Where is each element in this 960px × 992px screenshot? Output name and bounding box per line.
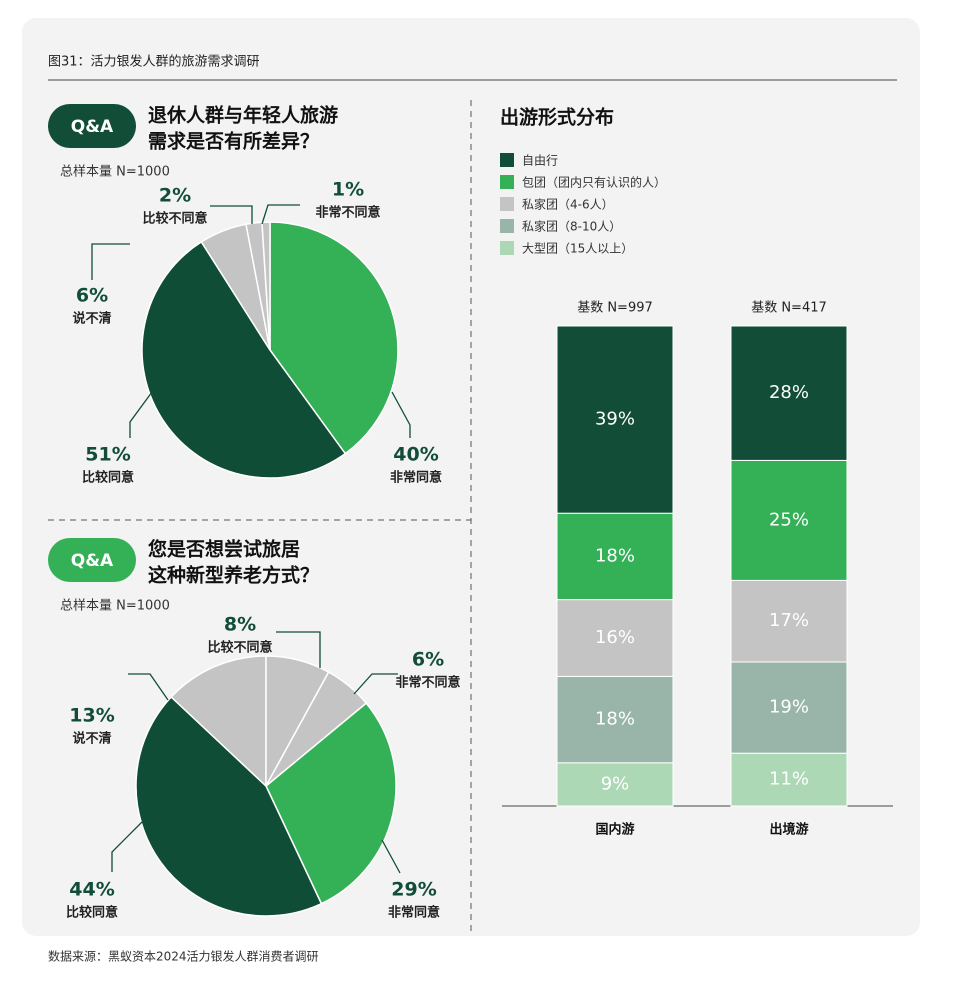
pie-slice [141, 240, 347, 479]
pie-slice [269, 221, 399, 455]
question-title: 需求是否有所差异？ [148, 130, 319, 153]
leader-line [210, 205, 253, 224]
slice-category-label: 说不清 [72, 731, 111, 747]
figure-title: 图31：活力银发人群的旅游需求调研 [48, 54, 260, 70]
leader-line [91, 243, 130, 280]
sample-size: 总样本量 N=1000 [60, 599, 170, 614]
segment-label: 18% [595, 709, 635, 730]
slice-category-label: 非常不同意 [315, 205, 380, 221]
leader-line [353, 673, 398, 695]
chart-title: 出游形式分布 [500, 106, 614, 129]
legend-label: 大型团（15人以上） [522, 242, 633, 256]
segment-label: 11% [769, 769, 809, 790]
bar-note: 基数 N=417 [751, 301, 827, 316]
slice-value-label: 51% [85, 444, 130, 466]
leader-line [276, 631, 321, 668]
bar-note: 基数 N=997 [577, 301, 653, 316]
qa-badge [48, 104, 136, 148]
leader-line [261, 204, 300, 225]
segment-label: 16% [595, 627, 635, 648]
question-title: 这种新型养老方式？ [148, 564, 319, 587]
slice-value-label: 8% [224, 614, 256, 636]
slice-category-label: 比较不同意 [207, 640, 272, 656]
leader-line [391, 391, 411, 438]
slice-category-label: 说不清 [72, 311, 111, 327]
slice-value-label: 6% [412, 649, 444, 671]
sample-size: 总样本量 N=1000 [60, 165, 170, 180]
slice-category-label: 非常同意 [390, 470, 442, 486]
qa-badge-text: Q&A [71, 551, 114, 571]
question-title: 退休人群与年轻人旅游 [148, 104, 338, 127]
bar-segment [730, 325, 848, 461]
leader-line [111, 821, 143, 872]
x-tick-label: 出境游 [769, 822, 808, 838]
leader-line [129, 391, 153, 438]
bar-segment [556, 762, 674, 807]
segment-label: 19% [769, 697, 809, 718]
slice-category-label: 非常不同意 [395, 675, 460, 691]
bar-segment [730, 579, 848, 663]
slice-category-label: 比较同意 [82, 470, 134, 486]
slice-value-label: 13% [69, 705, 114, 727]
question-title: 您是否想尝试旅居 [148, 538, 300, 561]
segment-label: 17% [769, 610, 809, 631]
leader-line [128, 673, 169, 701]
bar-segment [730, 459, 848, 581]
legend-swatch [500, 175, 514, 189]
bar-segment [556, 675, 674, 764]
bar-segment [556, 325, 674, 514]
qa-badge-text: Q&A [71, 117, 114, 137]
slice-value-label: 1% [332, 179, 364, 201]
segment-label: 18% [595, 545, 635, 566]
slice-value-label: 6% [76, 285, 108, 307]
segment-label: 28% [769, 382, 809, 403]
slice-value-label: 44% [69, 879, 114, 901]
source: 数据来源：黑蚁资本2024活力银发人群消费者调研 [48, 949, 319, 964]
slice-category-label: 非常同意 [388, 905, 440, 921]
slice-category-label: 比较不同意 [142, 211, 207, 227]
segment-label: 9% [601, 773, 630, 794]
legend-swatch [500, 241, 514, 255]
pie-slice [170, 655, 267, 788]
legend-swatch [500, 153, 514, 167]
slice-value-label: 40% [393, 444, 438, 466]
legend-label: 自由行 [522, 154, 558, 168]
legend-label: 私家团（4-6人） [522, 197, 614, 212]
legend-label: 包团（团内只有认识的人） [522, 175, 666, 190]
bar-segment [556, 512, 674, 601]
legend-label: 私家团（8-10人） [522, 219, 621, 234]
x-tick-label: 国内游 [595, 822, 634, 838]
segment-label: 25% [769, 509, 809, 530]
slice-value-label: 2% [159, 185, 191, 207]
legend-swatch [500, 197, 514, 211]
slice-value-label: 29% [391, 879, 436, 901]
bar-segment [556, 599, 674, 677]
qa-badge [48, 538, 136, 582]
bar-segment [730, 752, 848, 807]
pie-slice [265, 671, 368, 787]
pie-slice [135, 695, 323, 917]
legend-swatch [500, 219, 514, 233]
segment-label: 39% [595, 409, 635, 430]
leader-line [381, 839, 401, 874]
bar-segment [730, 661, 848, 754]
slice-category-label: 比较同意 [66, 905, 118, 921]
